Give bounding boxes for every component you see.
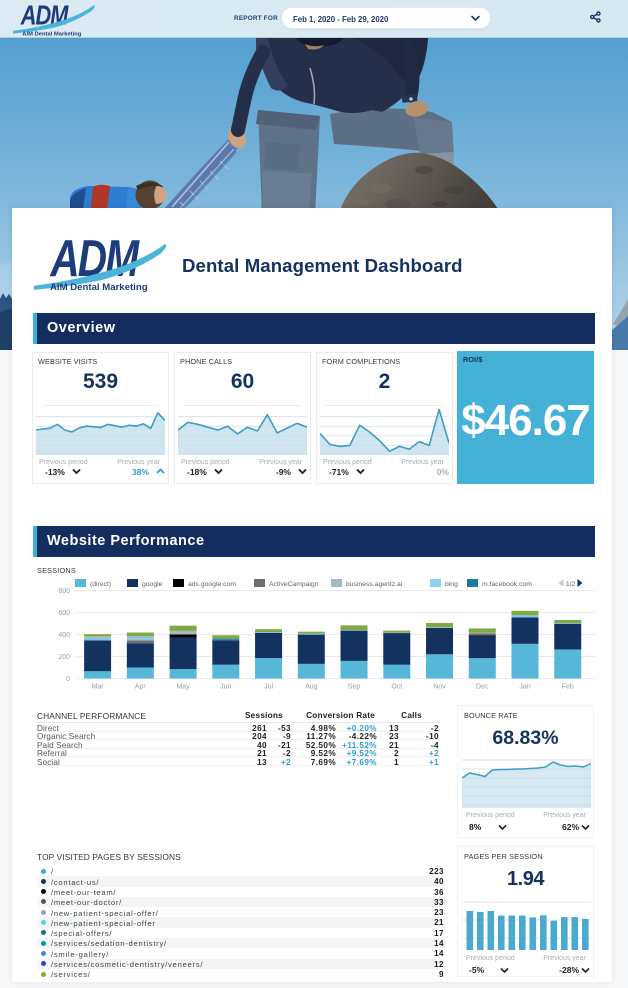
svg-text:600: 600 — [58, 610, 70, 617]
svg-text:Sep: Sep — [348, 684, 361, 691]
svg-text:0: 0 — [66, 676, 70, 683]
svg-text:Mar: Mar — [92, 684, 105, 691]
svg-text:Jan: Jan — [519, 684, 530, 691]
svg-text:Nov: Nov — [433, 684, 446, 691]
svg-text:Feb: Feb — [562, 684, 574, 691]
svg-text:Aug: Aug — [305, 684, 318, 691]
svg-text:Jun: Jun — [220, 684, 231, 691]
svg-text:Oct: Oct — [391, 684, 402, 691]
svg-text:800: 800 — [58, 588, 70, 595]
svg-text:Apr: Apr — [135, 684, 147, 691]
svg-text:AIM Dental Marketing: AIM Dental Marketing — [50, 282, 148, 293]
svg-text:400: 400 — [58, 632, 70, 639]
svg-text:Jul: Jul — [264, 684, 273, 691]
svg-text:200: 200 — [58, 654, 70, 661]
svg-text:AIM Dental Marketing: AIM Dental Marketing — [22, 31, 82, 37]
svg-text:May: May — [176, 684, 190, 691]
svg-text:Dec: Dec — [476, 684, 489, 691]
